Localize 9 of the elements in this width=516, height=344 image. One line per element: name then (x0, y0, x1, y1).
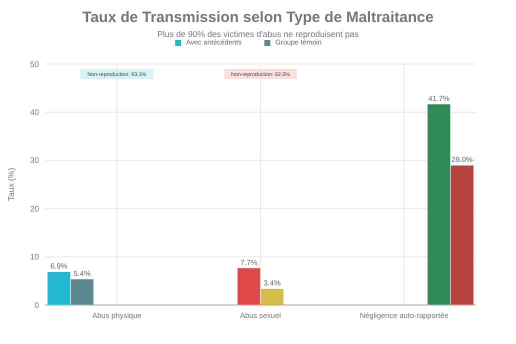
y-tick-label: 10 (30, 252, 40, 262)
chart-subtitle: Plus de 90% des victimes d'abus ne reproduisent pas (157, 29, 359, 39)
y-tick-label: 0 (34, 300, 40, 310)
y-tick-label: 50 (30, 60, 40, 69)
y-tick-label: 40 (30, 108, 40, 117)
y-tick-label: 30 (30, 156, 40, 166)
chart-title: Taux de Transmission selon Type de Maltraitance (82, 9, 434, 26)
y-axis-title: Taux (%) (6, 168, 16, 202)
y-tick-label: 20 (30, 204, 40, 214)
